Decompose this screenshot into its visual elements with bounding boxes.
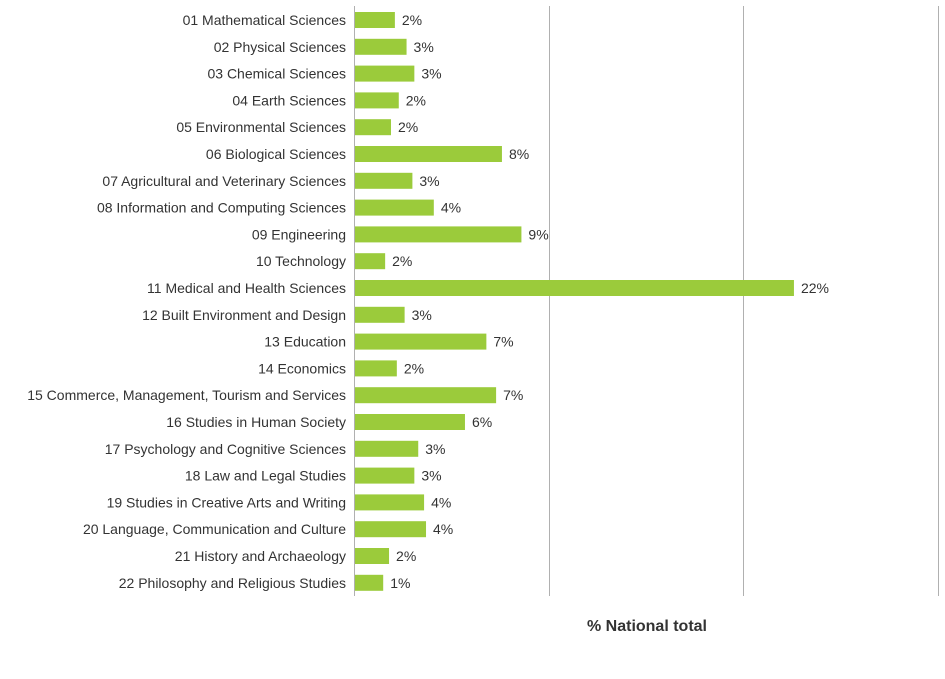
data-label: 3% [414, 39, 434, 55]
category-label: 19 Studies in Creative Arts and Writing [107, 494, 346, 510]
data-label: 2% [396, 548, 416, 564]
data-label: 9% [528, 226, 548, 242]
data-label: 2% [404, 360, 424, 376]
bar [355, 280, 794, 296]
data-label: 2% [392, 253, 412, 269]
category-labels: 01 Mathematical Sciences 02 Physical Scie… [27, 12, 346, 591]
data-label: 3% [412, 307, 432, 323]
category-label: 01 Mathematical Sciences [183, 12, 346, 28]
bar [355, 548, 390, 564]
bar [355, 92, 399, 109]
bar [355, 440, 419, 457]
bar [355, 146, 502, 162]
bar [355, 12, 395, 28]
data-label: 6% [472, 414, 492, 430]
category-label: 18 Law and Legal Studies [185, 468, 346, 484]
value-labels: 2%3%3%2%2%8%3%4%9%2%22%3%7%2%7%6%3%3%4%4… [390, 12, 829, 591]
bar [355, 360, 397, 377]
gridlines [549, 6, 939, 596]
category-label: 17 Psychology and Cognitive Sciences [105, 441, 346, 457]
data-label: 22% [801, 280, 829, 296]
bar [355, 226, 522, 243]
bar [355, 65, 415, 82]
category-label: 08 Information and Computing Sciences [97, 200, 346, 216]
bar [355, 172, 413, 189]
category-label: 10 Technology [256, 253, 346, 269]
category-label: 09 Engineering [252, 226, 346, 242]
bar [355, 494, 425, 511]
data-label: 7% [493, 334, 513, 350]
category-label: 21 History and Archaeology [175, 548, 346, 564]
data-label: 2% [398, 119, 418, 135]
bar [355, 414, 465, 430]
category-label: 07 Agricultural and Veterinary Sciences [102, 173, 346, 189]
category-label: 04 Earth Sciences [232, 92, 346, 108]
category-label: 15 Commerce, Management, Tourism and Ser… [27, 387, 346, 403]
category-label: 02 Physical Sciences [214, 39, 346, 55]
category-label: 22 Philosophy and Religious Studies [119, 575, 346, 591]
data-label: 4% [433, 521, 453, 537]
bar [355, 387, 497, 404]
data-label: 1% [390, 575, 410, 591]
data-label: 4% [431, 494, 451, 510]
category-label: 06 Biological Sciences [206, 146, 346, 162]
data-label: 3% [425, 441, 445, 457]
category-label: 13 Education [264, 334, 346, 350]
x-axis-title: % National total [587, 618, 707, 635]
bar [355, 38, 407, 55]
bar [355, 306, 405, 323]
data-label: 2% [402, 12, 422, 28]
category-label: 14 Economics [258, 360, 346, 376]
bar [355, 467, 415, 484]
bars [355, 12, 794, 591]
bar [355, 119, 391, 136]
bar [355, 333, 487, 350]
category-label: 20 Language, Communication and Culture [83, 521, 346, 537]
data-label: 8% [509, 146, 529, 162]
bar [355, 521, 427, 538]
category-label: 05 Environmental Sciences [176, 119, 346, 135]
category-label: 11 Medical and Health Sciences [147, 280, 346, 296]
data-label: 4% [441, 200, 461, 216]
category-label: 16 Studies in Human Society [166, 414, 346, 430]
data-label: 3% [421, 66, 441, 82]
data-label: 3% [419, 173, 439, 189]
category-label: 03 Chemical Sciences [207, 66, 346, 82]
bar [355, 574, 384, 591]
bar [355, 199, 434, 216]
data-label: 2% [406, 92, 426, 108]
data-label: 7% [503, 387, 523, 403]
data-label: 3% [421, 468, 441, 484]
bar [355, 253, 386, 270]
category-label: 12 Built Environment and Design [142, 307, 346, 323]
